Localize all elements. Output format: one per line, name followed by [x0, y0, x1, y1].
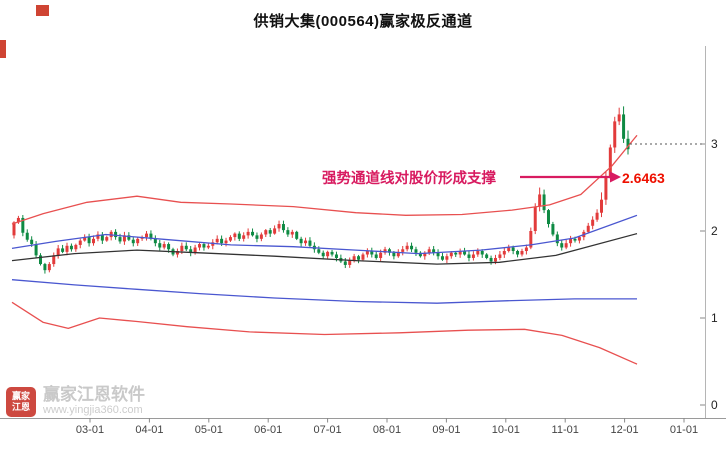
x-axis-label: 04-01	[135, 424, 163, 436]
x-axis-label: 08-01	[373, 424, 401, 436]
watermark-brand: 赢家江恩软件	[43, 385, 145, 404]
axes: 3 2 1 0 03-01 04-01 05-01 06-01 07-01 08-01 09-01 1…	[0, 46, 726, 436]
page-title: 供销大集(000564)赢家极反通道	[253, 13, 473, 30]
x-axis-label: 06-01	[254, 424, 282, 436]
channel-line-upper_red	[11, 134, 638, 225]
x-axis-label: 05-01	[195, 424, 223, 436]
support-price-label: 2.6463	[622, 170, 665, 186]
y-axis-label: 0	[711, 398, 718, 412]
channel-line-upper_blue	[11, 214, 638, 255]
x-axis-label: 09-01	[432, 424, 460, 436]
watermark: 赢家 江恩 赢家江恩软件 www.yingjia360.com	[6, 386, 145, 417]
y-axis-label: 2	[711, 224, 718, 238]
brand-logo-line2: 江恩	[11, 401, 30, 412]
x-axis-label: 07-01	[314, 424, 342, 436]
x-axis-label: 10-01	[492, 424, 520, 436]
channel-line-middle	[11, 232, 638, 265]
x-axis-label: 01-01	[670, 424, 698, 436]
watermark-url: www.yingjia360.com	[43, 404, 143, 416]
y-axis-label: 3	[711, 137, 718, 151]
channel-line-lower_blue	[11, 279, 637, 304]
brand-logo-line1: 赢家	[11, 390, 30, 401]
support-arrow	[520, 171, 621, 183]
red-corner-mark	[36, 5, 49, 16]
red-edge-mark	[0, 40, 6, 58]
x-axis-label: 11-01	[552, 424, 579, 436]
channel-line-lower_red	[11, 301, 638, 365]
chart-render-layer: 3 2 1 0 03-01 04-01 05-01 06-01 07-01 08-01 09-01 1…	[0, 46, 726, 436]
support-annotation-text: 强势通道线对股价形成支撑	[322, 169, 496, 187]
x-axis-label: 12-01	[611, 424, 639, 436]
y-axis-label: 1	[711, 311, 718, 325]
brand-logo-icon: 赢家 江恩	[6, 386, 36, 417]
x-axis-label: 03-01	[76, 424, 104, 436]
